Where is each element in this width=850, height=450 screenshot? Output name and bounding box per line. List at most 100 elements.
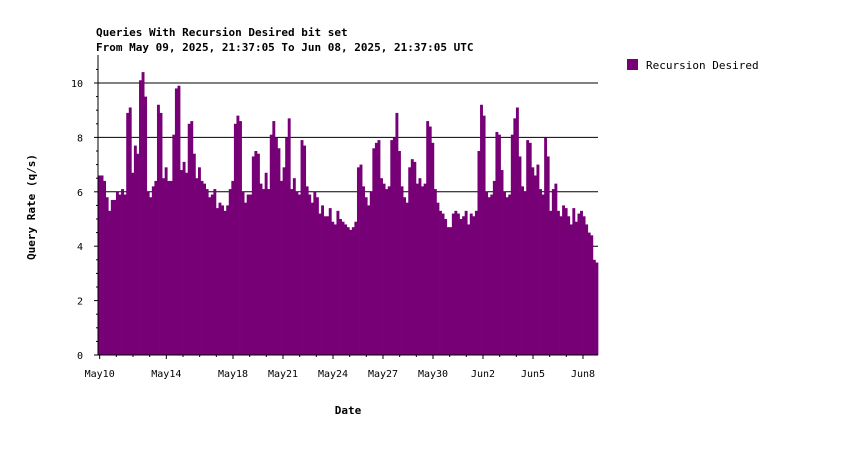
bar [251, 156, 255, 355]
bar [439, 210, 442, 355]
bar [287, 118, 291, 355]
bar [205, 189, 209, 355]
bar [228, 189, 232, 355]
bar [444, 219, 448, 355]
bar [151, 186, 155, 355]
bar [105, 197, 109, 355]
legend-label: Recursion Desired [646, 59, 759, 72]
bar [587, 232, 591, 355]
x-axis-title: Date [335, 404, 362, 417]
bar [285, 137, 289, 355]
bar [113, 199, 117, 355]
bar [310, 202, 314, 355]
x-tick-label: May10 [85, 369, 115, 380]
bar [169, 180, 173, 355]
bar [292, 178, 296, 355]
bar [162, 178, 166, 355]
x-tick-label: Jun2 [471, 369, 495, 380]
bar [467, 224, 471, 355]
bar [241, 191, 245, 355]
bar [428, 126, 432, 356]
bar [551, 189, 555, 355]
bar [490, 194, 494, 355]
bar [277, 148, 281, 355]
bar [282, 167, 286, 355]
bar [146, 191, 150, 355]
bar [126, 112, 130, 355]
bar [313, 191, 317, 355]
bar [308, 194, 312, 355]
bar [546, 156, 550, 355]
bar [464, 210, 468, 355]
bar [549, 210, 553, 355]
bar [198, 167, 201, 355]
bar [451, 213, 455, 355]
bar [431, 142, 435, 355]
bar [359, 164, 363, 355]
bar [144, 96, 148, 355]
x-tick-label: May14 [151, 369, 181, 380]
bar [256, 153, 260, 355]
bar [510, 134, 514, 355]
bar [351, 227, 355, 355]
bar [231, 180, 235, 355]
bar [392, 137, 396, 355]
bar [385, 189, 389, 355]
bar [459, 219, 463, 355]
legend: Recursion Desired [627, 59, 759, 72]
x-axis: May10 May14 May18 May21 May24 May27 May30 Jun2 J… [85, 354, 598, 380]
bar [318, 213, 322, 355]
bar [180, 170, 183, 355]
bar [572, 208, 576, 355]
bar [462, 216, 466, 355]
bar [590, 235, 594, 355]
x-tick-label: May30 [418, 369, 448, 380]
bar [326, 216, 330, 355]
bar [290, 189, 294, 355]
bar [349, 229, 353, 355]
bar [521, 186, 524, 355]
bar [328, 208, 332, 355]
bar [139, 80, 142, 355]
bar [164, 167, 168, 355]
bar [300, 140, 304, 355]
bar [413, 161, 417, 355]
bar [254, 151, 258, 355]
bar [567, 216, 571, 355]
bar [505, 197, 509, 355]
bar [374, 142, 378, 355]
bar [580, 210, 583, 355]
bar [239, 121, 242, 355]
bar [149, 197, 153, 355]
bar [408, 167, 412, 355]
bar [405, 202, 409, 355]
bar [354, 221, 358, 355]
bar [382, 183, 386, 355]
chart-subtitle: From May 09, 2025, 21:37:05 To Jun 08, 2… [96, 41, 474, 54]
bar [223, 210, 227, 355]
bar [585, 224, 589, 355]
bar [472, 216, 476, 355]
bar [559, 216, 563, 355]
x-tick-label: May24 [318, 369, 348, 380]
bar [474, 210, 478, 355]
bar [141, 72, 145, 356]
bar [115, 191, 119, 355]
bar [195, 178, 199, 355]
bar [131, 172, 135, 355]
bar [369, 191, 373, 355]
chart-title: Queries With Recursion Desired bit set [96, 26, 348, 39]
bar [436, 202, 440, 355]
bar [518, 156, 522, 355]
bar [508, 194, 512, 355]
bar [298, 194, 301, 355]
bar [415, 183, 419, 355]
bar [400, 186, 404, 355]
bar [574, 221, 578, 355]
bar [213, 189, 217, 355]
bar [336, 210, 340, 355]
bar [533, 175, 537, 355]
bar [200, 180, 204, 355]
bar [108, 210, 112, 355]
